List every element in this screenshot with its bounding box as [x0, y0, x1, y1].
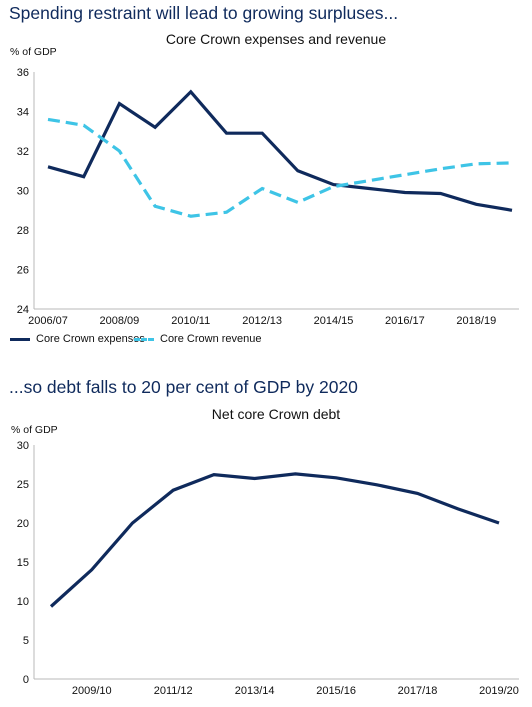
chart1-x-tick-label: 2012/13	[242, 315, 282, 327]
chart1-x-tick-label: 2014/15	[314, 315, 354, 327]
chart2-y-tick-label: 10	[17, 596, 29, 608]
legend-item-revenue: Core Crown revenue	[134, 333, 262, 345]
chart2-x-tick-label: 2017/18	[398, 685, 438, 697]
chart1-y-tick-label: 26	[17, 265, 29, 277]
legend-swatch-revenue	[134, 337, 154, 341]
chart1-x-tick-label: 2018/19	[456, 315, 496, 327]
chart2-heading: ...so debt falls to 20 per cent of GDP b…	[9, 377, 358, 397]
chart2-x-tick-label: 2013/14	[235, 685, 275, 697]
chart1-series-1-line	[47, 117, 513, 218]
chart1-y-tick-label: 28	[17, 225, 29, 237]
chart1-plot: 24 26 28 30 32 34 36 2006/07 2008/09 2010/11 2012/…	[17, 67, 519, 327]
chart2-series-0-line	[49, 472, 500, 608]
chart1-y-tick-label: 30	[17, 186, 29, 198]
chart2-x-tick-label: 2011/12	[154, 685, 193, 697]
chart2-y-tick-label: 15	[17, 557, 29, 569]
chart2-y-tick-label: 5	[23, 635, 29, 647]
chart1-title: Core Crown expenses and revenue	[165, 31, 387, 47]
legend-swatch-expenses	[10, 337, 30, 341]
chart2-y-tick-label: 30	[17, 440, 29, 452]
chart2-y-tick-label: 25	[17, 479, 29, 491]
legend-label-revenue: Core Crown revenue	[160, 333, 262, 345]
chart1-heading: Spending restraint will lead to growing …	[9, 3, 399, 23]
chart1-x-tick-label: 2016/17	[385, 315, 425, 327]
chart2-x-tick-label: 2015/16	[316, 685, 356, 697]
chart2-ylabel: % of GDP	[11, 424, 58, 436]
chart1-x-tick-label: 2008/09	[100, 315, 140, 327]
chart2-y-tick-label: 0	[23, 674, 29, 686]
chart1-y-tick-label: 32	[17, 146, 29, 158]
chart2-x-tick-label: 2019/20	[479, 685, 519, 697]
chart2-title: Net core Crown debt	[211, 406, 341, 422]
chart2-x-tick-label: 2009/10	[72, 685, 112, 697]
chart2-y-tick-label: 20	[17, 518, 29, 530]
legend-label-expenses: Core Crown expenses	[36, 333, 145, 345]
chart1-y-tick-label: 36	[17, 67, 29, 79]
chart1-x-tick-label: 2010/11	[171, 315, 210, 327]
legend-item-expenses: Core Crown expenses	[10, 333, 145, 345]
chart1-x-tick-label: 2006/07	[28, 315, 68, 327]
chart1-y-tick-label: 34	[17, 107, 29, 119]
chart1-ylabel: % of GDP	[10, 46, 57, 58]
chart1-y-tick-label: 24	[17, 304, 29, 316]
chart1-series-0-line	[47, 89, 513, 212]
chart2-plot: 0 5 10 15 20 25 30 2009/10 2011/12 2013/14 2015/16…	[17, 440, 519, 697]
